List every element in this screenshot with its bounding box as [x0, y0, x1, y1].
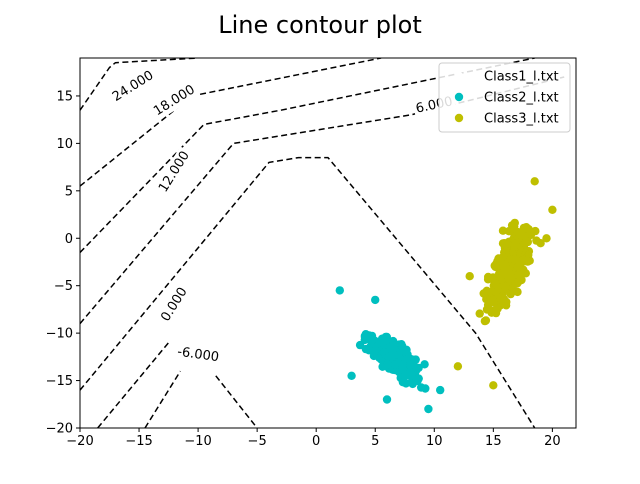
- class3-point: [499, 252, 508, 262]
- class3-point: [501, 282, 510, 292]
- legend-marker: [454, 71, 464, 81]
- class3-point: [497, 292, 506, 301]
- class2-point: [394, 350, 403, 360]
- class3-point: [489, 297, 498, 307]
- class2-point: [335, 286, 344, 295]
- x-tick-label: 10: [426, 434, 443, 449]
- x-tick-label: −5: [248, 434, 267, 449]
- legend: Class1_l.txt Class2_l.txt Class3_l.txt: [438, 62, 571, 133]
- x-tick-label: −15: [125, 434, 152, 449]
- x-tick-label: −20: [66, 434, 93, 449]
- class3-point: [530, 177, 539, 186]
- chart-title: Line contour plot: [218, 11, 422, 39]
- contour-line-4: [80, 156, 536, 428]
- plot-frame: [79, 57, 577, 429]
- contour-label: -6.000: [176, 345, 220, 366]
- class3-point: [510, 241, 519, 251]
- y-tick-label: 0: [65, 232, 73, 247]
- class3-point: [498, 270, 507, 279]
- class3-point: [532, 236, 541, 245]
- legend-box: [438, 62, 571, 133]
- contour-label-background: [156, 282, 193, 327]
- legend-entry-label: Class3_l.txt: [484, 112, 559, 127]
- class3-point: [514, 262, 523, 272]
- y-tick-label: 15: [56, 89, 73, 104]
- class2-point: [364, 346, 374, 355]
- class2-point: [368, 336, 377, 345]
- class3-point: [491, 279, 500, 288]
- x-tick-label: 5: [371, 434, 379, 449]
- contour-label-background: [107, 66, 159, 107]
- class3-point: [523, 237, 532, 247]
- class3-point: [513, 287, 522, 297]
- class2-point: [389, 343, 398, 352]
- class3-point: [498, 226, 508, 235]
- class2-point: [412, 363, 421, 372]
- class3-point: [542, 234, 551, 243]
- contour-line-5: [144, 370, 182, 428]
- class3-point: [510, 254, 519, 264]
- class3-point: [516, 274, 525, 284]
- y-axis: −20 −15 −10 −5 0 5 10 15: [46, 89, 80, 437]
- legend-entry-label: Class2_l.txt: [484, 91, 559, 106]
- class3-point: [501, 261, 510, 270]
- y-tick-label: −15: [46, 374, 73, 389]
- class2-point: [398, 378, 408, 387]
- legend-entry-label: Class1_l.txt: [484, 70, 559, 85]
- class2-point: [383, 360, 392, 369]
- x-tick-label: 0: [312, 434, 320, 449]
- class2-point: [402, 346, 411, 355]
- class3-point: [490, 261, 499, 270]
- class3-point: [489, 381, 498, 390]
- contour-label-background: [174, 343, 223, 367]
- contour-label-background: [154, 146, 195, 198]
- legend-marker: [454, 113, 464, 123]
- class3-point: [465, 272, 474, 281]
- class2-point: [381, 336, 390, 345]
- x-tick-label: 20: [544, 434, 561, 449]
- class2-point: [420, 360, 429, 369]
- x-tick-label: 15: [485, 434, 502, 449]
- class3-point: [453, 362, 463, 371]
- class3-point: [519, 223, 529, 233]
- class3-point: [493, 304, 502, 313]
- class3-point: [499, 299, 508, 308]
- class3-point: [481, 316, 491, 325]
- contour-line-0: [80, 58, 199, 111]
- class3-point: [518, 256, 527, 265]
- x-axis: −20 −15 −10 −5 0 5 10 15 20: [66, 428, 561, 449]
- class2-point: [355, 340, 365, 350]
- y-tick-label: 10: [56, 137, 73, 152]
- class2-point: [347, 371, 356, 380]
- class2-point: [405, 361, 415, 370]
- contour-line-6: [215, 375, 258, 428]
- class2-point: [424, 404, 433, 414]
- class3-point: [513, 227, 522, 237]
- legend-marker: [454, 92, 464, 102]
- class3-point: [475, 309, 484, 318]
- class2-point: [390, 360, 400, 369]
- contour-label-background: [148, 80, 200, 122]
- y-tick-label: −20: [46, 422, 73, 437]
- y-tick-label: −5: [54, 279, 73, 294]
- class2-point: [406, 370, 416, 379]
- class3-point: [498, 239, 508, 248]
- class3-point: [504, 274, 514, 284]
- y-tick-label: −10: [46, 327, 73, 342]
- class2-point: [371, 295, 380, 305]
- class2-point: [382, 395, 392, 404]
- class2-point: [384, 352, 393, 362]
- class2-point: [417, 383, 426, 392]
- class3-point: [548, 205, 557, 214]
- x-tick-label: −10: [184, 434, 211, 449]
- contour-line-2: [80, 58, 535, 254]
- y-tick-label: 5: [65, 184, 73, 199]
- scatter-points: [335, 177, 557, 414]
- class2-point: [388, 336, 398, 346]
- class2-point: [436, 385, 445, 395]
